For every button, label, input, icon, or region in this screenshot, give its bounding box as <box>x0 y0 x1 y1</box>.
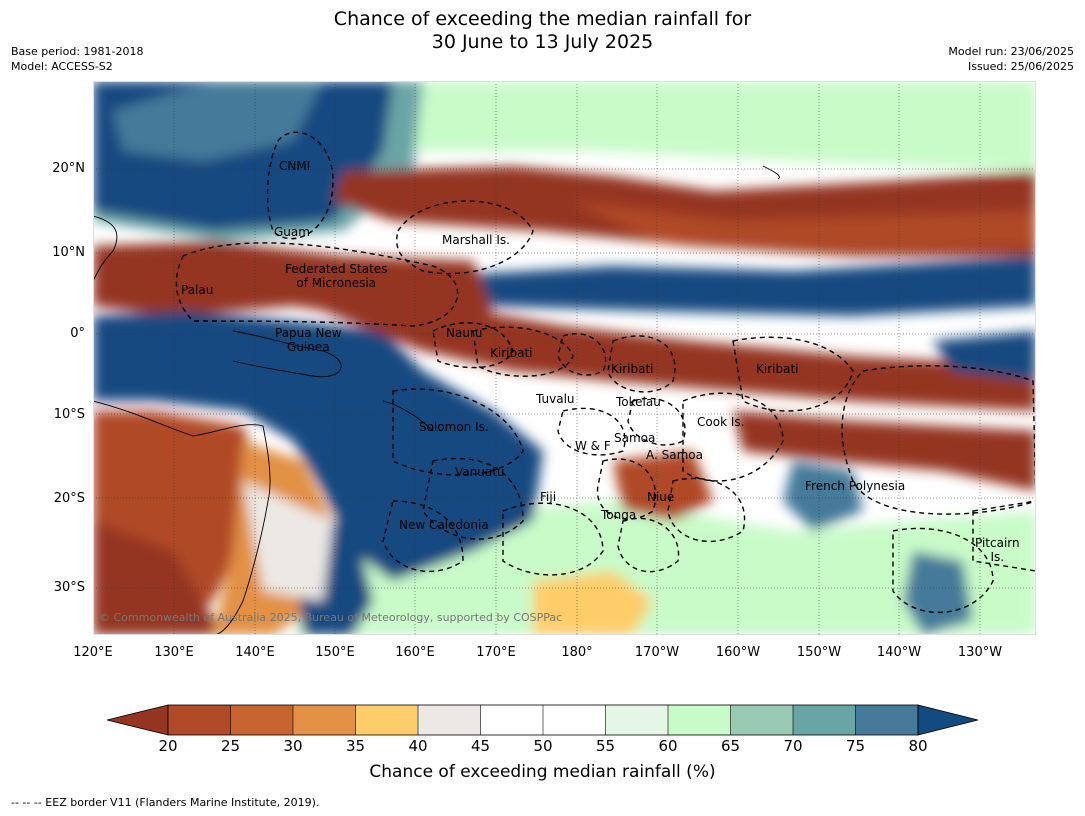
label-vanuatu: Vanuatu <box>455 465 505 479</box>
cbar-tick: 70 <box>783 737 803 755</box>
issued-date: Issued: 25/06/2025 <box>967 60 1074 73</box>
lon-label-170e: 170°E <box>476 645 516 660</box>
lon-label-180: 180° <box>561 645 593 660</box>
cbar-tick: 30 <box>283 737 303 755</box>
rainfall-map: © Commonwealth of Australia 2025, Bureau… <box>93 81 1036 635</box>
cbar-tick: 65 <box>720 737 741 755</box>
label-kiribati-c: Kiribati <box>611 362 654 376</box>
chart-title: Chance of exceeding the median rainfall … <box>0 8 1085 54</box>
label-png-1: Papua New <box>275 326 342 340</box>
label-new-caledonia: New Caledonia <box>399 518 489 532</box>
cbar-tick: 75 <box>845 737 866 755</box>
lat-label-0: 0° <box>70 326 85 341</box>
lon-label-130e: 130°E <box>154 645 194 660</box>
lat-label-20n: 20°N <box>52 161 85 176</box>
base-period: Base period: 1981-2018 <box>11 45 144 58</box>
label-wf: W & F <box>575 439 611 453</box>
lon-label-140w: 140°W <box>876 645 922 660</box>
label-nauru: Nauru <box>446 326 483 340</box>
lat-label-30s: 30°S <box>53 580 85 595</box>
meta-right: Model run: 23/06/2025 Issued: 25/06/2025 <box>948 44 1074 74</box>
label-tokelau: Tokelau <box>616 395 661 409</box>
footnote: -- -- -- EEZ border V11 (Flanders Marine… <box>11 796 320 809</box>
label-fsm: Federated States of Micronesia <box>285 262 387 290</box>
colorbar-cell-55-60 <box>605 705 668 735</box>
copyright-notice: © Commonwealth of Australia 2025, Bureau… <box>99 611 562 624</box>
cbar-tick: 60 <box>658 737 678 755</box>
cbar-tick: 25 <box>220 737 241 755</box>
cbar-tick: 55 <box>595 737 616 755</box>
cbar-tick: 40 <box>408 737 428 755</box>
label-french-polynesia: French Polynesia <box>805 479 906 493</box>
coastlines <box>93 165 780 635</box>
lon-label-150e: 150°E <box>315 645 355 660</box>
cbar-tick: 45 <box>470 737 491 755</box>
label-png-2: Guinea <box>287 340 330 354</box>
label-cook: Cook Is. <box>697 415 745 429</box>
meta-left: Base period: 1981-2018 Model: ACCESS-S2 <box>11 44 143 74</box>
colorbar-cells <box>168 705 918 735</box>
colorbar-cell-45-50 <box>480 705 543 735</box>
model-name: Model: ACCESS-S2 <box>11 60 113 73</box>
label-kiribati-w: Kiribati <box>490 346 533 360</box>
lon-label-130w: 130°W <box>957 645 1003 660</box>
label-samoa: Samoa <box>614 431 656 445</box>
label-palau: Palau <box>181 283 214 297</box>
lon-label-170w: 170°W <box>634 645 680 660</box>
colorbar-label: Chance of exceeding median rainfall (%) <box>369 762 716 782</box>
label-niue: Niue <box>647 490 675 504</box>
graticule <box>93 81 1036 635</box>
colorbar-cell-60-65 <box>668 705 731 735</box>
label-fsm-2: of Micronesia <box>296 276 377 290</box>
label-guam: Guam <box>274 225 310 239</box>
title-line-1: Chance of exceeding the median rainfall … <box>333 8 752 30</box>
rainfall-field <box>93 81 1036 635</box>
colorbar-cell-35-40 <box>355 705 418 735</box>
colorbar-cell-65-70 <box>730 705 793 735</box>
lon-label-160e: 160°E <box>395 645 435 660</box>
label-tuvalu: Tuvalu <box>536 392 575 406</box>
title-line-2: 30 June to 13 July 2025 <box>431 31 654 53</box>
lat-label-10s: 10°S <box>53 407 85 422</box>
label-fsm-1: Federated States <box>285 262 388 276</box>
lon-label-120e: 120°E <box>73 645 113 660</box>
label-marshall: Marshall Is. <box>442 233 510 247</box>
label-cnmi: CNMI <box>279 159 311 173</box>
colorbar-cell-30-35 <box>293 705 356 735</box>
cbar-tick: 20 <box>158 737 178 755</box>
label-pitcairn-2: Is. <box>990 550 1005 564</box>
label-fiji: Fiji <box>540 490 557 504</box>
lat-label-10n: 10°N <box>52 245 85 260</box>
label-asamoa: A. Samoa <box>646 448 703 462</box>
cbar-tick: 80 <box>908 737 928 755</box>
lat-label-20s: 20°S <box>53 491 85 506</box>
label-pitcairn: Pitcairn Is. <box>975 536 1020 564</box>
colorbar-cell-70-75 <box>793 705 856 735</box>
colorbar-cell-20-25 <box>168 705 231 735</box>
label-kiribati-e: Kiribati <box>756 362 799 376</box>
colorbar-cell-40-45 <box>418 705 481 735</box>
lon-label-140e: 140°E <box>235 645 275 660</box>
colorbar-cell-50-55 <box>543 705 606 735</box>
label-tonga: Tonga <box>601 508 637 522</box>
lon-label-160w: 160°W <box>715 645 761 660</box>
cbar-tick: 50 <box>533 737 553 755</box>
colorbar-extend-high <box>917 704 979 736</box>
eez-borders <box>175 131 1036 613</box>
colorbar-cell-25-30 <box>230 705 293 735</box>
model-run: Model run: 23/06/2025 <box>948 45 1074 58</box>
lon-label-150w: 150°W <box>796 645 842 660</box>
label-png: Papua New Guinea <box>275 326 342 354</box>
cbar-tick: 35 <box>345 737 366 755</box>
colorbar-extend-low <box>107 704 169 736</box>
label-solomon: Solomon Is. <box>419 420 489 434</box>
colorbar <box>107 704 979 736</box>
label-pitcairn-1: Pitcairn <box>975 536 1020 550</box>
colorbar-cell-75-80 <box>855 705 918 735</box>
